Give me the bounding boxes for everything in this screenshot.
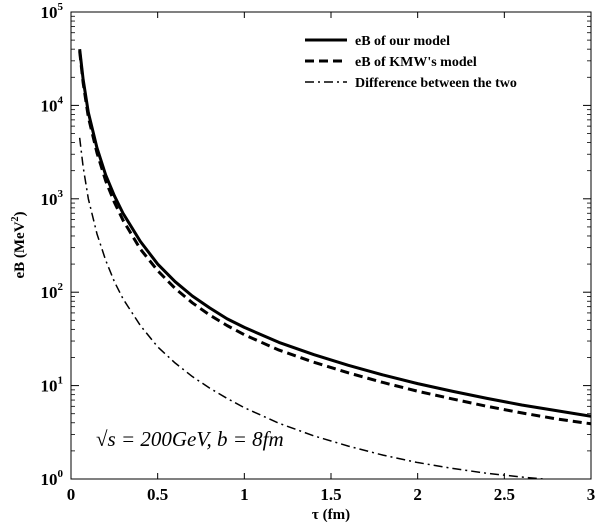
- chart-annotation: √s = 200GeV, b = 8fm: [96, 427, 284, 451]
- y-tick-exp: 4: [58, 94, 64, 106]
- y-tick-exp: 3: [58, 188, 64, 200]
- x-tick-label: 1.5: [320, 485, 341, 504]
- x-tick-label: 1: [240, 485, 249, 504]
- x-tick-label: 2: [413, 485, 422, 504]
- y-tick-label: 103: [41, 188, 64, 209]
- series-line-1: [78, 51, 591, 426]
- y-tick-base: 10: [41, 96, 58, 115]
- y-tick-exp: 1: [58, 375, 64, 387]
- y-tick-label: 101: [41, 375, 64, 396]
- y-axis-label-close: ): [12, 211, 28, 216]
- ticks: [70, 11, 592, 480]
- y-tick-base: 10: [41, 377, 58, 396]
- y-tick-base: 10: [41, 3, 58, 22]
- series-line-2: [78, 137, 552, 479]
- y-axis-label: eB (MeV2): [10, 211, 28, 278]
- y-axis-label-main: eB (MeV: [12, 221, 28, 278]
- y-tick-label: 104: [41, 94, 64, 115]
- y-tick-label: 102: [41, 281, 64, 302]
- y-tick-label: 105: [41, 1, 64, 22]
- x-tick-label: 0.5: [147, 485, 168, 504]
- y-tick-base: 10: [41, 283, 58, 302]
- legend: eB of our model eB of KMW's model Differen…: [305, 34, 517, 91]
- y-tick-base: 10: [41, 190, 58, 209]
- y-axis-label-sup: 2: [10, 216, 21, 221]
- legend-label-2: Difference between the two: [355, 76, 517, 91]
- y-tick-label: 100: [41, 468, 64, 489]
- series-line-0: [78, 48, 591, 418]
- x-tick-label: 2.5: [494, 485, 515, 504]
- legend-label-0: eB of our model: [355, 34, 450, 49]
- x-tick-label: 0: [67, 485, 76, 504]
- y-tick-exp: 2: [58, 281, 64, 293]
- y-tick-exp: 5: [58, 1, 64, 13]
- y-tick-exp: 0: [58, 468, 64, 480]
- x-axis-label: τ (fm): [312, 507, 350, 523]
- curves: [78, 48, 591, 479]
- x-tick-label: 3: [587, 485, 596, 504]
- y-tick-base: 10: [41, 470, 58, 489]
- legend-label-1: eB of KMW's model: [355, 55, 477, 70]
